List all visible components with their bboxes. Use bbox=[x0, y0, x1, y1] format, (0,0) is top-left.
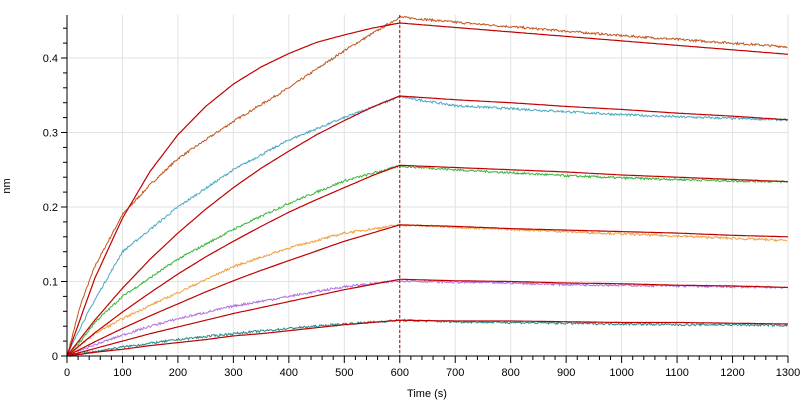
fit-curve bbox=[66, 164, 789, 357]
axes: 0 100 200 300 400 500 600 700 800 900 1000 1100 1200… bbox=[43, 15, 800, 379]
x-tick-label: 700 bbox=[446, 367, 464, 379]
y-tick-label: 0.3 bbox=[43, 128, 58, 140]
x-tick-label: 800 bbox=[502, 367, 520, 379]
y-tick-label: 0 bbox=[52, 351, 58, 363]
series-layer bbox=[66, 15, 789, 358]
fit-curve bbox=[66, 224, 789, 357]
fit-curve bbox=[66, 22, 789, 357]
measured-curve bbox=[66, 317, 788, 358]
x-axis-title: Time (s) bbox=[407, 388, 447, 400]
measured-curve bbox=[66, 15, 788, 357]
x-tick-label: 1000 bbox=[609, 367, 633, 379]
y-tick-label: 0.1 bbox=[43, 277, 58, 289]
x-tick-label: 1100 bbox=[665, 367, 689, 379]
measured-curve bbox=[66, 95, 788, 357]
measured-curve bbox=[66, 223, 788, 357]
y-tick-label: 0.2 bbox=[43, 202, 58, 214]
y-axis-title: nm bbox=[1, 178, 13, 193]
x-tick-label: 1300 bbox=[776, 367, 800, 379]
x-tick-label: 500 bbox=[335, 367, 353, 379]
fit-curve bbox=[66, 95, 789, 357]
x-tick-label: 0 bbox=[64, 367, 70, 379]
y-tick-label: 0.4 bbox=[43, 53, 58, 65]
x-tick-label: 400 bbox=[280, 367, 298, 379]
fit-curve bbox=[66, 278, 789, 357]
x-tick-label: 900 bbox=[557, 367, 575, 379]
x-tick-label: 300 bbox=[224, 367, 242, 379]
measured-curve bbox=[66, 164, 788, 357]
measured-curve bbox=[66, 279, 788, 357]
x-tick-label: 600 bbox=[391, 367, 409, 379]
fit-curve bbox=[66, 319, 789, 357]
x-tick-label: 100 bbox=[113, 367, 131, 379]
x-tick-label: 200 bbox=[169, 367, 187, 379]
x-tick-label: 1200 bbox=[720, 367, 744, 379]
